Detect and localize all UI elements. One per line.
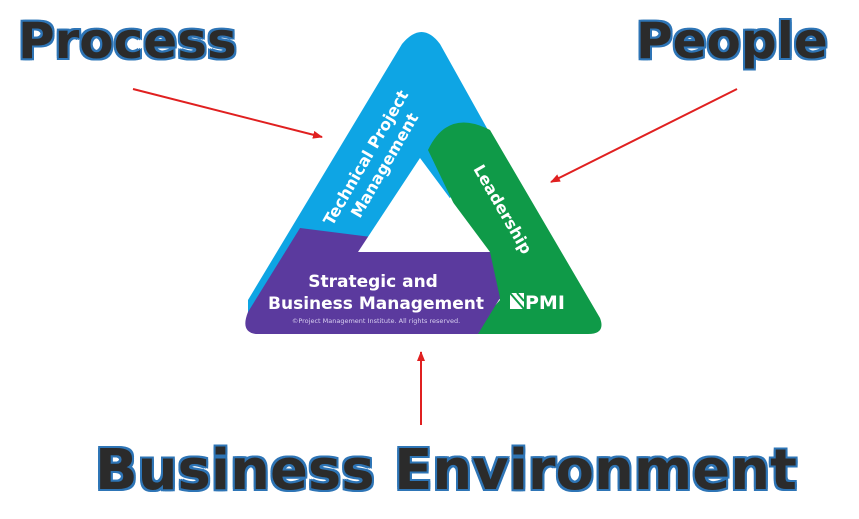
strategic-label: Strategic and Business Management bbox=[268, 272, 484, 314]
business-environment-label: Business Environment bbox=[95, 438, 797, 503]
svg-text:PMI: PMI bbox=[525, 292, 565, 314]
strategic-business-management-segment bbox=[245, 228, 500, 334]
process-label: Process bbox=[18, 12, 237, 70]
pmi-logo: PMI bbox=[509, 292, 565, 314]
copyright-text: ©Project Management Institute. All right… bbox=[292, 317, 460, 325]
triangle-inner-hole bbox=[358, 158, 490, 252]
people-label: People bbox=[636, 12, 828, 70]
people-arrow bbox=[550, 88, 738, 183]
process-arrow bbox=[132, 88, 323, 139]
leadership-segment bbox=[428, 122, 602, 334]
